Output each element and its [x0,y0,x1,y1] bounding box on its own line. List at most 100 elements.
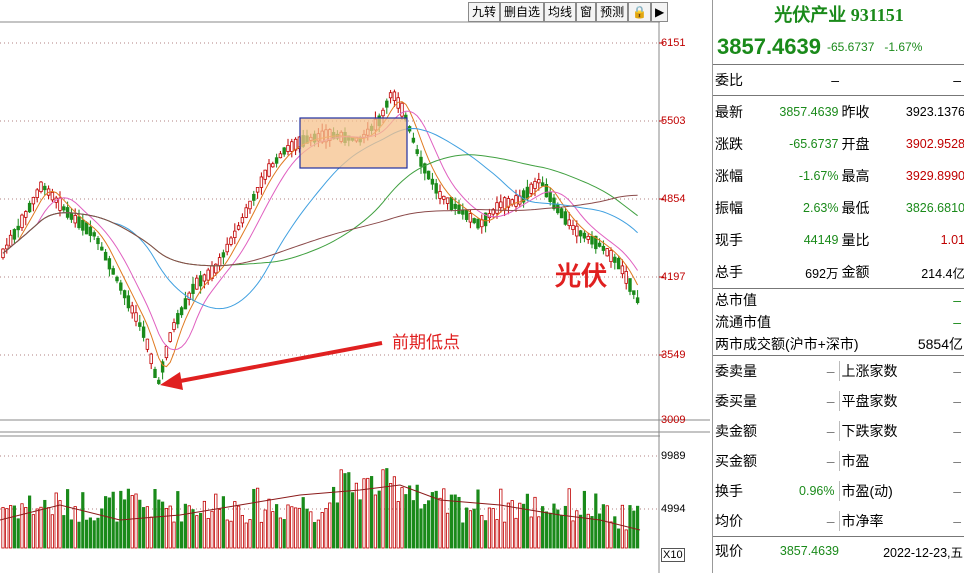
volume-bar [183,503,187,549]
volume-bar [537,516,541,549]
volume-bar [73,506,77,549]
quote-row: 振幅 2.63% 最低 3826.6810 [713,192,964,224]
volume-bar [8,505,13,549]
volume-bar [343,473,347,549]
total-cap-row: 总市值 – [715,292,961,308]
volume-bar [176,491,180,549]
candle-body [138,322,142,327]
volume-bar [335,502,340,549]
bottom-price-value: 3857.4639 [779,544,839,558]
quote-value: 1.01 [940,233,964,247]
volume-bar [514,517,518,549]
volume-bar [69,519,73,549]
candle-body [179,307,184,316]
candle-body [419,156,423,167]
candle-body [88,226,93,236]
window-button[interactable]: 窗 [576,2,597,22]
volume-bar [461,522,465,549]
volume-bar [571,520,575,549]
kline-chart[interactable] [0,0,710,573]
quote-row: 最新 3857.4639 昨收 3923.1376 [713,96,964,128]
volume-bar [111,491,115,549]
forecast-button[interactable]: 预测 [596,2,629,22]
volume-bar [104,496,108,549]
candle-body [84,222,89,235]
volume-bar [107,497,111,549]
candle-body [476,218,480,229]
candle-body [96,237,100,245]
candle-body [571,225,575,230]
quote-row: 现手 44149 量比 1.01 [713,224,964,256]
price-tick-3549: 3549 [661,349,686,361]
float-cap-row: 流通市值 – [715,314,961,330]
candle-body [609,249,613,263]
quote-label: 最新 [715,104,743,120]
candle-body [126,295,131,309]
volume-bar [214,493,218,549]
candle-body [533,181,537,189]
candle-body [58,197,62,211]
volume-bar [601,504,606,549]
stat-label: 委卖量 [715,363,757,379]
candle-body [468,213,473,223]
candle-body [559,208,564,219]
volume-bar [522,503,526,549]
candle-body [236,225,241,230]
volume-bar [47,507,51,549]
candle-body [100,246,104,251]
candle-body [430,178,435,185]
volume-bar [274,504,279,549]
volume-bar [491,508,495,549]
volume-bar [544,511,549,549]
volume-bar [506,502,511,549]
stat-row: 委卖量 – 上涨家数 – [715,361,961,381]
volume-bar [100,508,104,549]
volume-bar [605,505,609,549]
kline-chart-area[interactable]: 九转 删自选 均线 窗 预测 🔒 ▶ 6151 5503 4854 4197 3… [0,0,710,573]
price-change-pct: -1.67% [884,40,923,54]
stat-label: 委买量 [715,393,757,409]
volume-bar [632,510,636,549]
quote-value: 3902.9528 [905,137,964,151]
price-tick-4197: 4197 [661,271,686,283]
candle-body [153,368,157,379]
remove-watchlist-button[interactable]: 删自选 [500,2,545,22]
candle-body [183,298,188,310]
volume-bar [438,497,442,549]
lock-icon[interactable]: 🔒 [628,2,652,22]
candle-body [202,274,207,282]
volume-bar [145,506,149,549]
quote-value: -1.67% [798,169,839,183]
candle-body [537,179,541,184]
arrow-right-icon[interactable]: ▶ [651,2,669,22]
volume-bar [168,505,172,549]
volume-bar [252,488,256,549]
moving-average-button[interactable]: 均线 [544,2,577,22]
volume-bar [525,493,530,549]
candle-body [172,322,176,330]
candle-body [411,137,416,143]
jiuzhuan-button[interactable]: 九转 [468,2,501,22]
volume-bar [377,490,381,549]
volume-bar [198,512,203,549]
candle-body [221,252,226,258]
quote-value: 3857.4639 [779,105,839,119]
candle-body [453,203,457,209]
volume-bar [590,516,594,549]
turnover-label: 两市成交额(沪市+深市) [715,336,859,352]
volume-bar [423,504,427,549]
candle-body [160,361,165,373]
candle-body [206,269,210,281]
volume-bar [88,517,92,549]
volume-bar [134,493,138,549]
volume-bar [529,516,533,549]
volume-bar [396,501,400,549]
volume-bar [123,499,127,549]
quote-row: 总手 692万 金额 214.4亿 [713,256,964,288]
quote-value: 2.63% [803,201,839,215]
candle-body [506,198,511,208]
volume-bar [483,520,488,549]
volume-bar [487,507,492,549]
volume-bar [160,501,165,549]
candle-body [252,193,256,201]
